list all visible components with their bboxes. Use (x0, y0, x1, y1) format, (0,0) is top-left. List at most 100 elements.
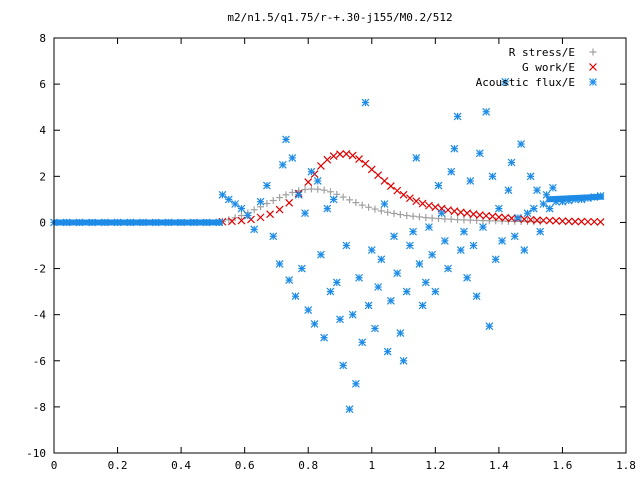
data-point (75, 218, 84, 227)
y-tick-label: -2 (33, 263, 46, 276)
data-point (371, 324, 379, 333)
data-point (304, 306, 313, 314)
data-point (498, 236, 506, 245)
data-point (444, 206, 452, 214)
data-point (269, 197, 277, 205)
data-point (276, 194, 284, 202)
legend-label: Acoustic flux/E (476, 76, 575, 89)
data-point (361, 98, 370, 107)
data-point (237, 204, 246, 213)
data-point (275, 260, 284, 268)
data-point (590, 193, 599, 202)
data-point (189, 218, 198, 227)
data-point (371, 205, 379, 213)
data-point (285, 198, 294, 207)
data-point (396, 329, 405, 338)
data-point (358, 338, 367, 347)
data-point (177, 218, 186, 227)
data-point (399, 190, 408, 199)
data-point (348, 310, 357, 319)
data-point (539, 200, 548, 208)
data-point (342, 150, 351, 158)
data-point (444, 264, 452, 273)
data-point (488, 172, 497, 181)
data-point (390, 232, 398, 241)
data-point (596, 192, 605, 200)
data-point (539, 216, 548, 225)
data-point (469, 210, 478, 219)
data-point (456, 208, 465, 217)
data-point (577, 195, 586, 204)
data-point (377, 255, 386, 264)
data-point (237, 212, 245, 220)
data-point (278, 160, 287, 169)
data-point (288, 153, 297, 162)
data-point (475, 149, 484, 158)
data-point (358, 201, 366, 209)
data-point (361, 159, 370, 168)
data-point (463, 273, 472, 282)
data-point (202, 218, 211, 227)
data-point (383, 347, 392, 356)
data-point (310, 319, 319, 328)
y-tick-label: 8 (39, 32, 46, 45)
series-plus (218, 185, 544, 226)
data-point (428, 250, 437, 259)
axis-ticks: 0 0.2 0.4 0.6 0.8 1 1.2 1.4 1.6 1.8 8 6 4 2 0 -2 -4 -6 -8 -… (26, 32, 636, 472)
data-point (450, 144, 459, 153)
data-point (329, 152, 338, 160)
data-point (164, 218, 173, 227)
data-point (218, 190, 227, 199)
data-point (237, 216, 246, 225)
plot-frame (53, 37, 627, 454)
data-point (396, 211, 404, 219)
data-point (307, 185, 315, 193)
x-tick-label: 0.2 (108, 459, 128, 472)
x-tick-label: 0.4 (171, 459, 191, 472)
data-point (294, 190, 303, 199)
data-point (282, 191, 290, 199)
data-point (348, 151, 357, 160)
data-point (386, 296, 395, 305)
data-point (488, 212, 497, 221)
data-point (434, 181, 443, 190)
data-point (409, 227, 418, 236)
data-point (552, 216, 561, 225)
data-point (447, 215, 455, 223)
data-point (275, 205, 284, 214)
data-point (228, 217, 236, 226)
data-point (62, 218, 71, 227)
data-point (463, 209, 472, 218)
data-point (564, 217, 573, 226)
data-point (402, 287, 411, 296)
data-point (552, 197, 561, 206)
data-point (558, 217, 567, 225)
data-point (472, 292, 481, 301)
data-point (514, 213, 522, 222)
data-point (367, 246, 376, 255)
data-point (533, 216, 541, 225)
y-tick-label: 4 (39, 124, 46, 137)
data-point (504, 186, 513, 195)
data-point (355, 155, 363, 163)
data-point (323, 204, 332, 213)
x-tick-label: 0.8 (298, 459, 318, 472)
data-point (339, 361, 348, 370)
y-tick-label: -6 (33, 355, 46, 368)
data-point (256, 213, 265, 222)
data-point (339, 193, 347, 201)
legend-marker (589, 48, 597, 56)
data-point (482, 211, 491, 220)
data-point (301, 185, 309, 193)
data-point (224, 195, 233, 204)
data-point (577, 217, 586, 226)
data-point (291, 292, 300, 301)
data-point (336, 150, 344, 159)
data-point (393, 186, 402, 195)
data-point (317, 250, 325, 259)
data-point (415, 260, 424, 268)
x-tick-label: 1.2 (425, 459, 445, 472)
data-point (418, 301, 427, 310)
data-point (542, 190, 551, 199)
